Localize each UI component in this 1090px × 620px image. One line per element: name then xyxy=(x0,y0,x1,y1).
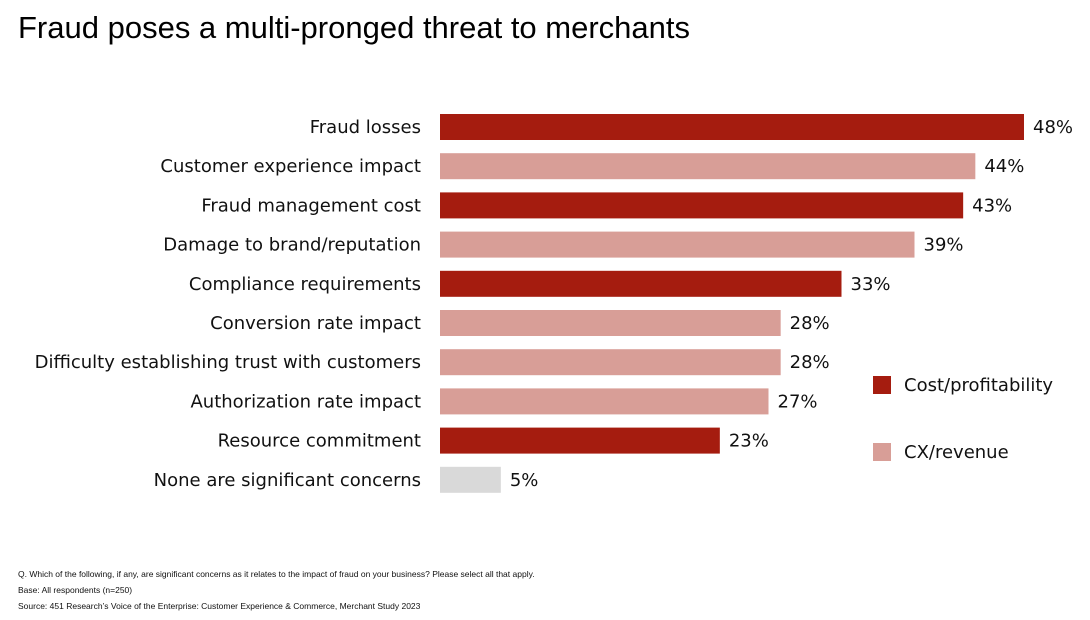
bar xyxy=(440,427,720,454)
legend: Cost/profitability CX/revenue xyxy=(873,375,1053,463)
footnote-source: Source: 451 Research’s Voice of the Ente… xyxy=(18,601,421,611)
bar xyxy=(440,114,1024,140)
value-label: 5% xyxy=(510,470,539,491)
value-label: 39% xyxy=(924,235,964,256)
legend-label: CX/revenue xyxy=(904,442,1009,463)
category-label: Customer experience impact xyxy=(160,156,421,177)
bars-group xyxy=(440,114,1024,493)
value-label: 23% xyxy=(729,431,769,452)
bar xyxy=(440,231,915,258)
bar xyxy=(440,388,769,415)
bar xyxy=(440,192,964,219)
footnote-question: Q. Which of the following, if any, are s… xyxy=(18,569,535,579)
value-label: 28% xyxy=(790,313,830,334)
category-label: Compliance requirements xyxy=(189,274,421,295)
bar xyxy=(440,270,842,297)
value-label: 27% xyxy=(778,391,818,412)
value-labels: 48% 44% 43% 39% 33% 28% 28% 27% 23% 5% xyxy=(510,117,1073,491)
value-label: 33% xyxy=(851,274,891,295)
category-label: Fraud losses xyxy=(310,117,421,138)
bar xyxy=(440,349,781,376)
footnote-base: Base: All respondents (n=250) xyxy=(18,585,133,595)
bar xyxy=(440,310,781,336)
category-label: Authorization rate impact xyxy=(190,391,421,412)
category-label: Fraud management cost xyxy=(201,195,421,216)
legend-swatch xyxy=(873,443,891,461)
category-label: Difficulty establishing trust with custo… xyxy=(35,352,421,373)
legend-swatch xyxy=(873,376,891,394)
value-label: 44% xyxy=(984,156,1024,177)
category-labels: Fraud losses Customer experience impact Fr… xyxy=(35,117,421,491)
category-label: Conversion rate impact xyxy=(210,313,421,334)
chart-title: Fraud poses a multi-pronged threat to me… xyxy=(18,10,691,45)
category-label: Damage to brand/reputation xyxy=(163,235,421,256)
value-label: 43% xyxy=(972,195,1012,216)
category-label: Resource commitment xyxy=(218,431,421,452)
bar xyxy=(440,466,501,493)
bar-chart: Fraud losses Customer experience impact Fr… xyxy=(35,114,1073,493)
legend-label: Cost/profitability xyxy=(904,375,1053,396)
value-label: 48% xyxy=(1033,117,1073,138)
bar xyxy=(440,153,976,180)
category-label: None are significant concerns xyxy=(154,470,421,491)
value-label: 28% xyxy=(790,352,830,373)
